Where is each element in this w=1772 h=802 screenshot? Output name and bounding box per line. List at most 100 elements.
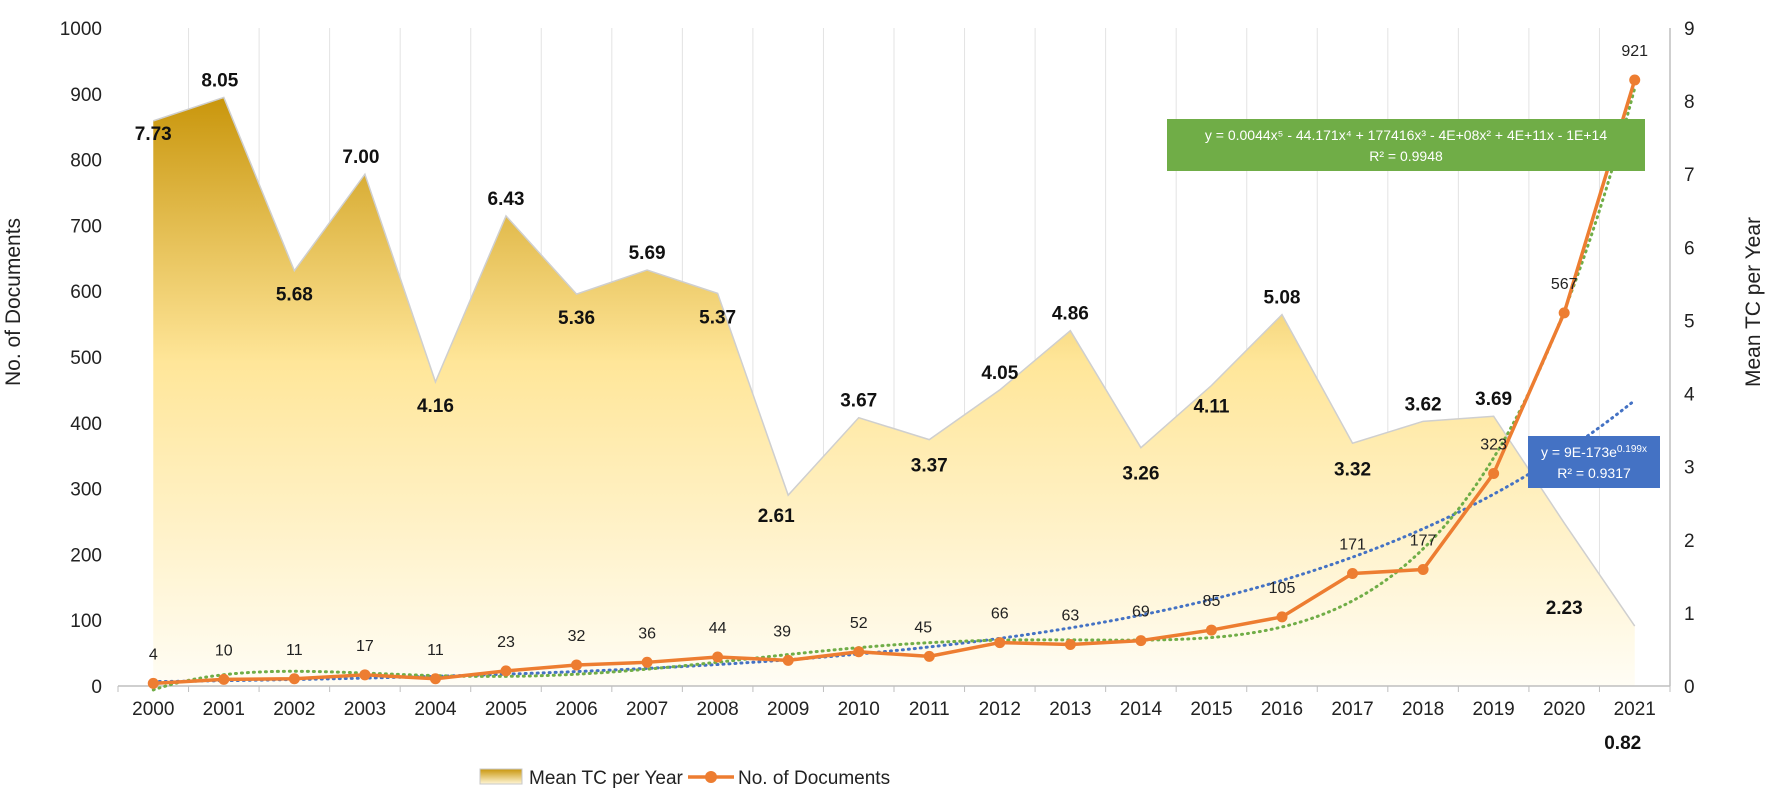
data-labels: 7.73 8.05 5.68 7.00 4.16 6.43 5.36 5.69 5.37 2.61… (135, 43, 1648, 754)
mean-tc-label: 3.37 (911, 456, 948, 477)
x-tick-label: 2006 (555, 699, 597, 720)
x-tick-label: 2020 (1543, 699, 1585, 720)
documents-label: 921 (1621, 43, 1648, 60)
y2-tick-label: 3 (1684, 458, 1695, 479)
y2-tick-label: 5 (1684, 311, 1695, 332)
documents-point (1488, 467, 1500, 479)
y-tick-label: 700 (70, 216, 102, 237)
mean-tc-label: 4.05 (981, 363, 1018, 384)
documents-point (641, 656, 653, 668)
y-tick-label: 1000 (60, 19, 102, 40)
y2-axis-title: Mean TC per Year (1742, 217, 1765, 387)
x-tick-label: 2021 (1614, 699, 1656, 720)
x-tick-label: 2011 (909, 699, 950, 720)
x-tick-label: 2004 (414, 699, 457, 720)
y2-tick-label: 0 (1684, 677, 1695, 698)
x-tick-label: 2001 (203, 699, 245, 720)
mean-tc-label: 5.69 (629, 243, 666, 264)
documents-point (853, 646, 865, 658)
x-tick-label: 2005 (485, 699, 527, 720)
legend-label-mean-tc: Mean TC per Year (529, 768, 684, 789)
mean-tc-area-outline (153, 96, 1636, 627)
tick-labels: 2000 2001 2002 2003 2004 2005 2006 2007 2008 2009… (60, 19, 1695, 720)
documents-label: 171 (1339, 536, 1366, 553)
documents-point (712, 651, 724, 663)
x-tick-label: 2015 (1190, 699, 1232, 720)
x-tick-label: 2009 (767, 699, 809, 720)
documents-label: 177 (1410, 533, 1437, 550)
documents-label: 567 (1551, 276, 1578, 293)
poly-trendline (151, 86, 1637, 692)
y-tick-label: 200 (70, 545, 102, 566)
mean-tc-label: 8.05 (201, 70, 238, 91)
poly-r2-text: R² = 0.9948 (1369, 148, 1443, 164)
y2-tick-label: 1 (1684, 604, 1695, 625)
legend-swatch-mean-tc (479, 768, 523, 785)
documents-label: 36 (638, 625, 656, 642)
expo-r2-text: R² = 0.9317 (1557, 465, 1631, 481)
x-tick-label: 2012 (979, 699, 1021, 720)
y-tick-label: 800 (70, 151, 102, 172)
x-tick-label: 2018 (1402, 699, 1444, 720)
documents-point (1276, 611, 1288, 623)
documents-label: 10 (215, 642, 233, 659)
mean-tc-label: 3.62 (1405, 394, 1442, 415)
documents-label: 45 (914, 619, 932, 636)
mean-tc-area-fill (153, 97, 1635, 686)
mean-tc-label: 3.32 (1334, 459, 1371, 480)
y-tick-label: 300 (70, 480, 102, 501)
documents-line-series (147, 74, 1641, 689)
documents-label: 69 (1132, 604, 1150, 621)
mean-tc-label: 5.68 (276, 285, 313, 306)
documents-label: 63 (1061, 608, 1079, 625)
y2-tick-label: 7 (1684, 165, 1695, 186)
documents-label: 32 (568, 628, 586, 645)
y2-tick-label: 9 (1684, 19, 1695, 40)
mean-tc-area-series (153, 96, 1636, 686)
documents-point (500, 665, 512, 677)
y-tick-label: 0 (91, 677, 102, 698)
x-tick-label: 2013 (1049, 699, 1091, 720)
x-tick-label: 2019 (1472, 699, 1514, 720)
mean-tc-label: 3.26 (1122, 464, 1159, 485)
x-tick-label: 2017 (1331, 699, 1373, 720)
y2-tick-label: 6 (1684, 238, 1695, 259)
documents-point (359, 669, 371, 681)
x-tick-label: 2014 (1120, 699, 1163, 720)
poly-equation-text: y = 0.0044x⁵ - 44.171x⁴ + 177416x³ - 4E+… (1205, 127, 1607, 143)
documents-point (288, 673, 300, 685)
documents-label: 85 (1203, 593, 1221, 610)
documents-label: 66 (991, 606, 1009, 623)
documents-point (147, 677, 159, 689)
legend-swatch-documents-marker (705, 771, 717, 783)
mean-tc-label: 4.86 (1052, 304, 1089, 325)
documents-label: 11 (427, 642, 444, 659)
mean-tc-label: 4.11 (1193, 397, 1229, 418)
legend-label-documents: No. of Documents (738, 768, 890, 789)
expo-equation-base: y = 9E-173e (1541, 444, 1617, 460)
mean-tc-label: 7.00 (342, 147, 379, 168)
documents-point (782, 654, 794, 666)
mean-tc-label: 3.69 (1475, 389, 1512, 410)
mean-tc-label: 2.61 (758, 506, 795, 527)
documents-point (1347, 567, 1359, 579)
y2-tick-label: 4 (1684, 385, 1695, 406)
documents-point (1064, 639, 1076, 651)
x-tick-label: 2007 (626, 699, 668, 720)
legend: Mean TC per Year No. of Documents (479, 768, 890, 789)
documents-point (1135, 635, 1147, 647)
y-tick-label: 600 (70, 282, 102, 303)
mean-tc-label: 7.73 (135, 124, 172, 145)
documents-point (994, 637, 1006, 649)
x-tick-label: 2002 (273, 699, 315, 720)
documents-label: 323 (1480, 436, 1507, 453)
y-tick-label: 100 (70, 611, 102, 632)
mean-tc-label: 4.16 (417, 396, 454, 417)
mean-tc-label: 3.67 (840, 391, 877, 412)
mean-tc-label: 0.82 (1604, 733, 1641, 754)
mean-tc-label: 6.43 (488, 189, 525, 210)
expo-equation-exponent: 0.199x (1617, 444, 1647, 455)
documents-label: 17 (356, 638, 374, 655)
axes (117, 28, 1671, 692)
